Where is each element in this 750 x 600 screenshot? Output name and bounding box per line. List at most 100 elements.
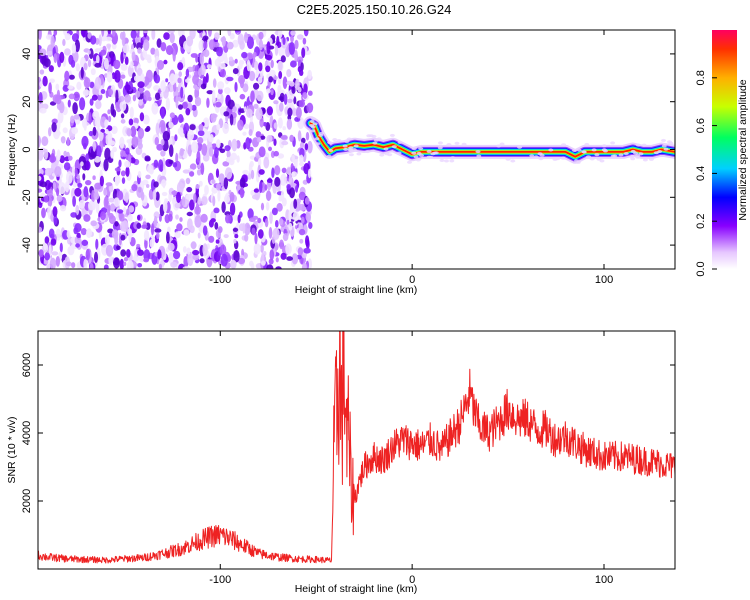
noise-speckle [191,141,199,153]
noise-speckle [66,230,71,239]
ridge-halo [641,143,647,147]
noise-speckle [83,186,89,198]
noise-speckle [174,134,178,142]
noise-speckle [268,227,273,239]
noise-speckle [241,248,245,257]
noise-speckle [214,222,219,230]
noise-speckle [270,89,274,96]
noise-speckle [103,57,109,70]
noise-speckle [87,59,92,68]
noise-speckle [257,76,263,84]
noise-speckle [38,168,44,176]
ridge-halo [314,137,320,141]
noise-speckle [306,102,314,114]
noise-speckle [92,126,97,136]
noise-speckle [209,134,214,143]
ridge-halo [428,155,434,159]
noise-speckle [232,106,237,113]
noise-speckle [120,51,124,64]
ridge-halo [407,160,412,164]
noise-speckle [110,203,115,212]
noise-speckle [136,222,142,229]
spectrogram-xlabel: Height of straight line (km) [295,284,418,296]
noise-speckle [55,256,60,267]
noise-speckle [273,122,278,129]
noise-speckle [195,184,200,189]
noise-speckle [38,226,43,233]
ridge-halo [379,153,385,157]
noise-speckle [200,83,207,90]
noise-speckle [179,148,184,157]
noise-speckle [160,123,166,134]
ridge-halo [601,144,607,148]
ridge-halo [505,157,511,161]
noise-speckle [294,39,299,50]
noise-speckle [136,186,144,198]
noise-speckle [178,30,183,37]
noise-speckle [275,257,279,263]
snr-panel: -100 0 100 2000 4000 6000 Height of straight … [6,330,676,595]
noise-speckle [104,36,113,42]
noise-speckle [46,188,53,198]
noise-speckle [242,169,249,175]
noise-speckle [183,126,187,135]
noise-speckle [88,112,92,125]
noise-speckle [237,257,245,265]
noise-speckle [243,123,250,129]
noise-speckle [53,214,58,226]
noise-speckle [288,209,292,222]
noise-speckle [212,195,216,207]
ridge-halo [594,153,600,157]
noise-speckle [293,96,297,105]
noise-speckle [129,60,134,69]
ridge-halo [635,155,641,159]
noise-speckle [234,81,238,93]
snr-xtick-label: 100 [595,574,613,586]
noise-speckle [168,121,174,129]
noise-speckle [300,216,305,224]
noise-speckle [67,245,75,256]
noise-speckle [202,117,210,128]
noise-speckle [181,196,186,207]
noise-speckle [71,43,77,54]
noise-speckle [272,227,280,240]
noise-speckle [107,228,114,234]
noise-speckle [70,212,77,218]
noise-speckle [75,63,81,72]
noise-speckle [168,144,174,157]
noise-speckle [218,173,225,184]
noise-speckle [271,167,275,178]
ridge-halo [618,153,624,157]
noise-speckle [160,42,167,52]
noise-speckle [192,249,200,256]
noise-speckle [282,233,289,242]
noise-speckle [232,227,239,232]
noise-speckle [198,123,204,131]
ridge-halo [332,138,338,141]
noise-speckle [303,30,309,37]
noise-speckle [161,191,168,197]
ridge-halo [572,149,577,152]
noise-speckle [137,170,142,179]
noise-speckle [220,180,225,187]
ridge-halo [661,144,667,148]
noise-speckle [146,184,150,188]
noise-speckle [126,139,131,144]
noise-speckle [74,39,80,53]
noise-speckle [173,250,181,260]
colorbar-tick-label: 0.0 [695,261,707,276]
snr-series [38,331,675,564]
noise-speckle [114,221,119,227]
noise-speckle [191,104,197,111]
noise-speckle [92,141,97,152]
noise-speckle [207,30,212,37]
noise-speckle [169,112,175,119]
noise-speckle [112,109,117,118]
noise-speckle [248,129,253,136]
noise-speckle [60,205,67,212]
noise-speckle [41,207,46,219]
noise-speckle [189,124,196,131]
noise-speckle [144,155,151,161]
noise-speckle [291,171,298,177]
noise-speckle [222,161,230,167]
